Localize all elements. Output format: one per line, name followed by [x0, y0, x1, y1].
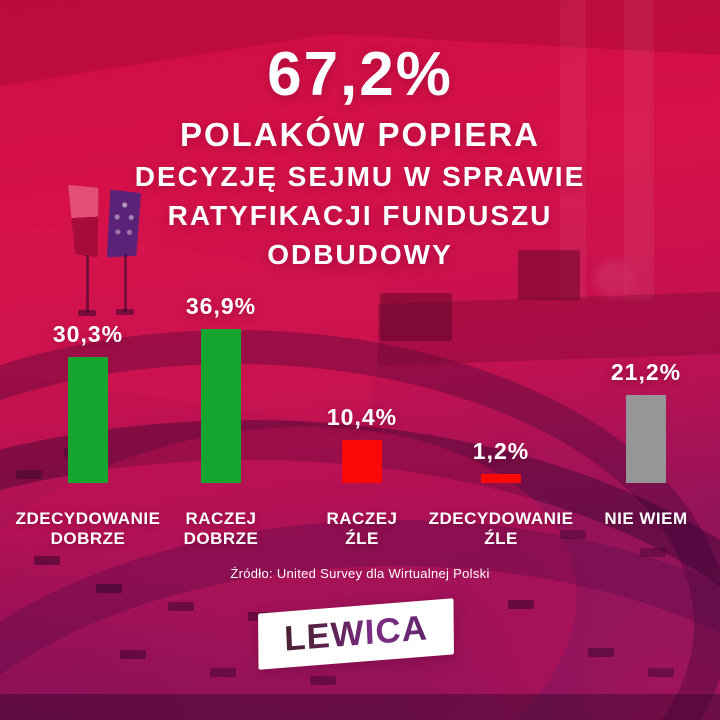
bar-group-0: 30,3% ZDECYDOWANIE DOBRZE — [8, 321, 168, 548]
bar-category-label: RACZEJ ŹLE — [326, 509, 398, 548]
bar-value-label: 10,4% — [326, 404, 398, 430]
flag-pole — [86, 255, 89, 313]
flag-stand — [78, 310, 96, 316]
bar-value-label: 30,3% — [52, 321, 124, 347]
bar-category-label: RACZEJ DOBRZE — [183, 509, 259, 548]
bar-category-label: ZDECYDOWANIE ŹLE — [428, 509, 574, 548]
chairs-shape — [380, 293, 452, 341]
title-line-3: RATYFIKACJI FUNDUSZU — [167, 200, 553, 232]
lewica-logo-text: LEWICA — [283, 608, 429, 659]
bar-group-4: 21,2% NIE WIEM — [566, 359, 720, 528]
bar-1 — [201, 329, 241, 483]
bar-category-label: NIE WIEM — [604, 509, 688, 528]
bar-group-3: 1,2% ZDECYDOWANIE ŹLE — [421, 438, 581, 548]
title-subtitle: DECYZJĘ SEJMU W SPRAWIE RATYFIKACJI FUND… — [0, 157, 720, 274]
background-bottom-band — [0, 694, 720, 720]
bar-value-label: 36,9% — [185, 293, 257, 319]
bar-0 — [68, 357, 108, 483]
flowers-shape — [590, 254, 638, 302]
source-text: Źródło: United Survey dla Wirtualnej Pol… — [230, 566, 490, 581]
bar-category-label: ZDECYDOWANIE DOBRZE — [15, 509, 161, 548]
bar-2 — [342, 440, 382, 483]
title-line-1: POLAKÓW POPIERA — [179, 116, 541, 154]
bar-value-label: 1,2% — [472, 438, 530, 464]
flag-stand — [116, 309, 134, 315]
bar-4 — [626, 395, 666, 483]
bar-group-2: 10,4% RACZEJ ŹLE — [282, 404, 442, 548]
doors-shape — [518, 250, 580, 300]
title-block: 67,2% POLAKÓW POPIERA DECYZJĘ SEJMU W SP… — [0, 42, 720, 274]
title-line-2: DECYZJĘ SEJMU W SPRAWIE — [134, 161, 586, 193]
bar-3 — [481, 474, 521, 483]
bar-group-1: 36,9% RACZEJ DOBRZE — [141, 293, 301, 548]
headline-percentage: 67,2% — [267, 40, 453, 109]
flag-pole — [124, 254, 127, 312]
background-column — [624, 0, 654, 300]
title-line-4: ODBUDOWY — [267, 239, 453, 271]
bar-value-label: 21,2% — [610, 359, 682, 385]
